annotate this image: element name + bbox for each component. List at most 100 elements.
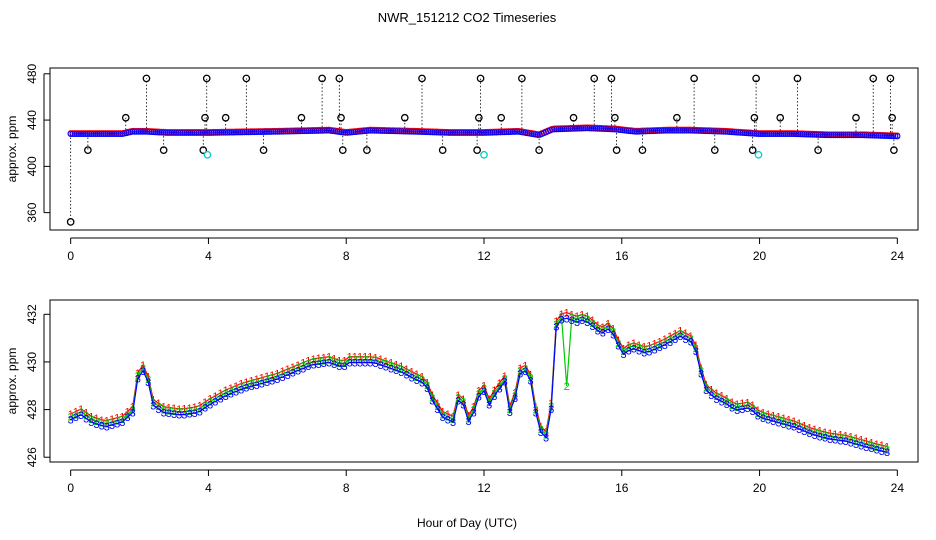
outlier-point bbox=[750, 113, 759, 122]
series-1-marker: 1 bbox=[78, 404, 84, 416]
series-2-marker: 2 bbox=[729, 400, 735, 412]
series-3-marker: 3 bbox=[450, 417, 456, 429]
series-2-marker: 2 bbox=[254, 377, 260, 389]
series-2-marker: 2 bbox=[217, 391, 223, 403]
series-1-marker: 1 bbox=[99, 415, 105, 427]
series-3-marker: 3 bbox=[631, 344, 637, 356]
series-2-marker: 2 bbox=[114, 416, 120, 428]
series-1-marker: 1 bbox=[440, 406, 446, 418]
series-3-marker: 3 bbox=[755, 411, 761, 423]
outlier-point bbox=[338, 146, 347, 155]
series-3-marker: 3 bbox=[667, 337, 673, 349]
series-2-marker: 2 bbox=[760, 410, 766, 422]
series-1-marker: 1 bbox=[460, 394, 466, 406]
outlier-point bbox=[121, 113, 130, 122]
series-1-marker: 1 bbox=[600, 322, 606, 334]
series-1-marker: 1 bbox=[770, 410, 776, 422]
series-1-marker: 1 bbox=[140, 360, 146, 372]
bottom-x-tick-label: 16 bbox=[615, 481, 629, 495]
outlier-point bbox=[400, 113, 409, 122]
series-1-marker: 1 bbox=[584, 311, 590, 323]
series-3-marker: 3 bbox=[874, 445, 880, 457]
outlier-point bbox=[199, 146, 208, 155]
series-3-marker: 3 bbox=[843, 436, 849, 448]
series-2-marker: 2 bbox=[362, 355, 368, 367]
series-1-marker: 1 bbox=[341, 355, 347, 367]
series-2-marker: 2 bbox=[522, 363, 528, 375]
series-2-marker: 2 bbox=[259, 376, 265, 388]
series-1-marker: 1 bbox=[347, 352, 353, 364]
series-2-marker: 2 bbox=[770, 413, 776, 425]
series-2-marker: 2 bbox=[584, 314, 590, 326]
series-2-marker: 2 bbox=[837, 432, 843, 444]
series-2-marker: 2 bbox=[631, 341, 637, 353]
series-3-marker: 3 bbox=[775, 417, 781, 429]
series-3-marker: 3 bbox=[853, 439, 859, 451]
series-2-marker: 2 bbox=[73, 409, 79, 421]
series-3-marker: 3 bbox=[155, 404, 161, 416]
series-1-marker: 1 bbox=[589, 315, 595, 327]
series-1-marker: 1 bbox=[486, 394, 492, 406]
series-3-marker: 3 bbox=[734, 405, 740, 417]
series-3-marker: 3 bbox=[372, 358, 378, 370]
series-2-marker: 2 bbox=[83, 411, 89, 423]
series-3-marker: 3 bbox=[274, 374, 280, 386]
series-2-marker: 2 bbox=[868, 440, 874, 452]
series-2-marker: 2 bbox=[409, 369, 415, 381]
series-2-marker: 2 bbox=[879, 443, 885, 455]
series-1-marker: 1 bbox=[238, 379, 244, 391]
series-1-marker: 1 bbox=[605, 318, 611, 330]
series-2-marker: 2 bbox=[228, 386, 234, 398]
series-3-marker: 3 bbox=[181, 409, 187, 421]
outlier-point bbox=[221, 113, 230, 122]
series-3-marker: 3 bbox=[646, 346, 652, 358]
series-3-marker: 3 bbox=[863, 442, 869, 454]
top-y-tick-label: 400 bbox=[25, 156, 39, 176]
series-2-marker: 2 bbox=[295, 363, 301, 375]
series-3-marker: 3 bbox=[434, 404, 440, 416]
series-2-marker: 2 bbox=[88, 414, 94, 426]
series-2-marker: 2 bbox=[166, 405, 172, 417]
top-x-tick-label: 24 bbox=[891, 249, 905, 263]
series-2-marker: 2 bbox=[192, 405, 198, 417]
series-3-marker: 3 bbox=[331, 359, 337, 371]
series-3-marker: 3 bbox=[398, 367, 404, 379]
series-3-marker: 3 bbox=[724, 399, 730, 411]
series-2-marker: 2 bbox=[197, 403, 203, 415]
series-3-marker: 3 bbox=[538, 427, 544, 439]
series-3-marker: 3 bbox=[393, 365, 399, 377]
series-2-marker: 2 bbox=[233, 384, 239, 396]
series-2-marker: 2 bbox=[285, 367, 291, 379]
series-1-marker: 1 bbox=[564, 308, 570, 320]
series-1-marker: 1 bbox=[858, 435, 864, 447]
series-3-marker: 3 bbox=[295, 366, 301, 378]
outlier-point bbox=[335, 74, 344, 83]
series-3-marker: 3 bbox=[507, 407, 513, 419]
series-3-marker: 3 bbox=[744, 403, 750, 415]
series-3-marker: 3 bbox=[336, 361, 342, 373]
series-3-marker: 3 bbox=[806, 428, 812, 440]
series-2-marker: 2 bbox=[440, 409, 446, 421]
series-3-marker: 3 bbox=[677, 331, 683, 343]
series-2-marker: 2 bbox=[775, 415, 781, 427]
series-1-marker: 1 bbox=[362, 352, 368, 364]
bottom-y-axis-label: approx. ppm bbox=[5, 348, 19, 415]
series-2-marker: 2 bbox=[781, 416, 787, 428]
series-1-marker: 1 bbox=[176, 404, 182, 416]
outlier-point bbox=[474, 113, 483, 122]
series-3-marker: 3 bbox=[543, 432, 549, 444]
series-3-marker: 3 bbox=[553, 322, 559, 334]
series-2-marker: 2 bbox=[796, 421, 802, 433]
series-2-marker: 2 bbox=[626, 343, 632, 355]
series-1-marker: 1 bbox=[383, 356, 389, 368]
series-2-marker: 2 bbox=[460, 397, 466, 409]
series-3-marker: 3 bbox=[569, 315, 575, 327]
series-3-marker: 3 bbox=[150, 400, 156, 412]
series-3-marker: 3 bbox=[310, 360, 316, 372]
series-3-marker: 3 bbox=[207, 399, 213, 411]
series-2-marker: 2 bbox=[517, 366, 523, 378]
series-1-marker: 1 bbox=[336, 355, 342, 367]
series-1-marker: 1 bbox=[378, 354, 384, 366]
series-2-marker: 2 bbox=[248, 378, 254, 390]
